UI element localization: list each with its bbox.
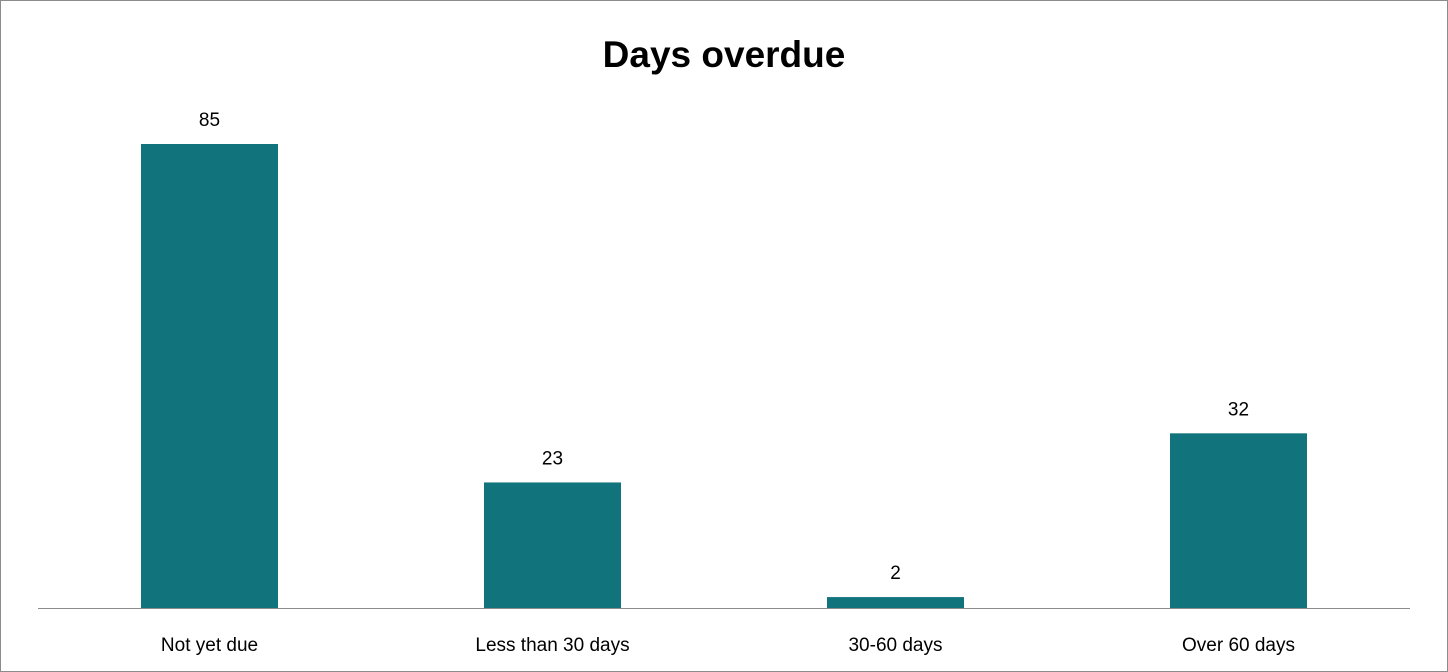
category-label-0: Not yet due (161, 635, 258, 656)
bar-1 (484, 482, 621, 608)
value-label-0: 85 (199, 110, 220, 131)
bar-3 (1170, 433, 1307, 608)
value-label-3: 32 (1228, 399, 1249, 420)
category-label-3: Over 60 days (1182, 635, 1295, 656)
value-label-1: 23 (542, 448, 563, 469)
value-labels-group: 85 23 2 32 (199, 110, 1249, 584)
bar-2 (827, 597, 964, 608)
category-labels-group: Not yet due Less than 30 days 30-60 days Ov… (161, 635, 1295, 656)
chart-title: Days overdue (602, 34, 846, 75)
value-label-2: 2 (890, 563, 901, 584)
bars-group (141, 144, 1307, 608)
category-label-1: Less than 30 days (475, 635, 629, 656)
bar-0 (141, 144, 278, 608)
category-label-2: 30-60 days (848, 635, 942, 656)
